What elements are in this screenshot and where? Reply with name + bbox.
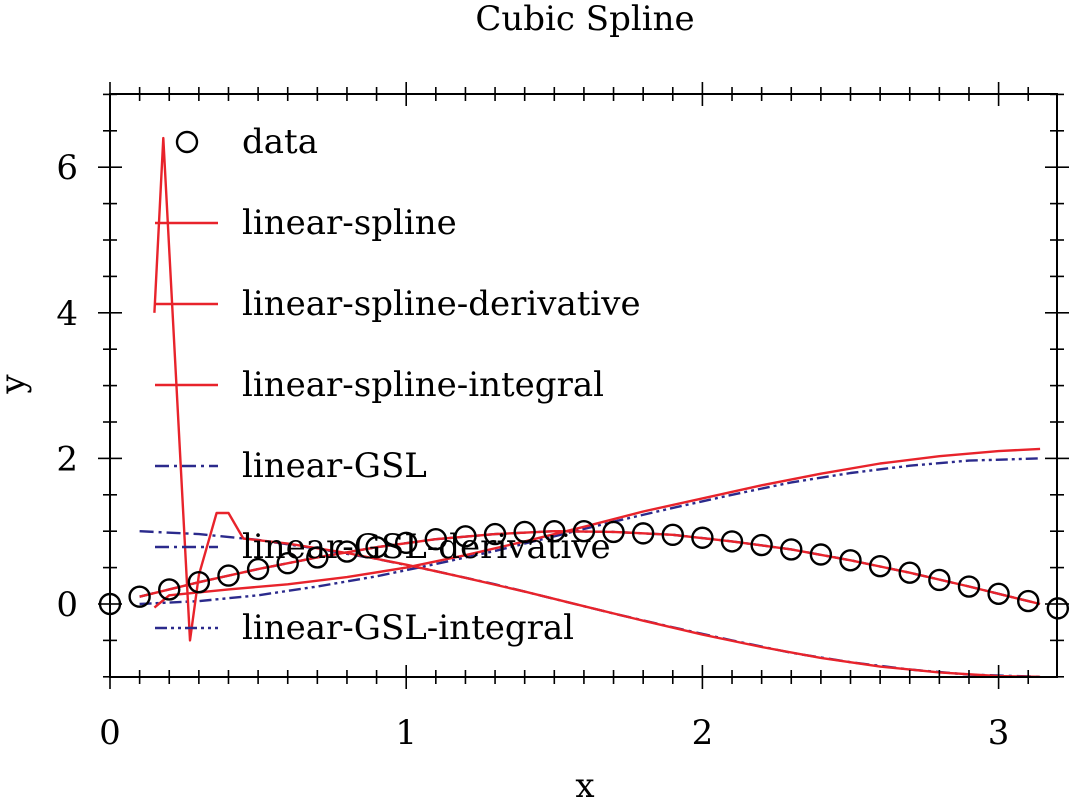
data-point [928, 568, 951, 592]
legend-marker-data [175, 130, 199, 154]
x-tick-label: 2 [692, 713, 714, 753]
legend-label: linear-spline-integral [242, 365, 604, 405]
data-point [957, 575, 981, 598]
data-point [306, 546, 329, 569]
data-point [187, 570, 211, 594]
y-tick-label: 2 [56, 439, 78, 479]
data-point [661, 523, 684, 547]
y-tick-label: 6 [56, 148, 78, 188]
data-point [158, 578, 181, 601]
chart-title: Cubic Spline [475, 0, 694, 39]
data-point [543, 520, 566, 543]
series-line-linear-spline-integral [153, 447, 1041, 609]
data-point [898, 561, 921, 584]
data-point [335, 540, 359, 563]
data-point [424, 528, 448, 551]
legend: data linear-spline linear-spline-derivativ… [155, 122, 641, 648]
data-point [572, 520, 596, 543]
y-axis-label: y [0, 374, 33, 395]
legend-label: linear-GSL [242, 446, 427, 486]
data-point [750, 533, 773, 557]
series-line-linear-spline-derivative [153, 136, 1041, 677]
y-tick-label: 0 [56, 585, 78, 625]
legend-label: linear-spline [242, 203, 457, 243]
data-point [691, 526, 714, 549]
x-tick-label: 1 [395, 713, 417, 753]
data-point [780, 538, 803, 561]
data-point [809, 543, 833, 566]
legend-label: linear-GSL-derivative [242, 527, 611, 567]
y-tick-label: 4 [56, 294, 78, 334]
data-point [987, 582, 1010, 606]
tick-labels: 0 1 2 3 0 2 4 6 [56, 148, 1009, 753]
data-point [217, 564, 240, 587]
data-point [1017, 589, 1040, 613]
data-point [631, 522, 655, 545]
data-point [276, 552, 299, 575]
data-point [365, 536, 388, 559]
data-point [839, 549, 862, 572]
x-tick-label: 0 [99, 713, 121, 753]
data-point [454, 525, 477, 548]
data-point [602, 520, 625, 544]
x-axis-label: x [575, 766, 594, 801]
data-point [395, 531, 418, 555]
series-line-linear-GSL-integral [139, 457, 1041, 606]
data-point [868, 554, 892, 578]
data-point [513, 520, 536, 544]
data-point [246, 557, 270, 581]
axis-ticks [98, 82, 1069, 689]
legend-label: linear-GSL-integral [242, 608, 574, 648]
legend-label: data [242, 122, 318, 162]
data-point [128, 585, 151, 608]
data-point [483, 522, 507, 546]
legend-label: linear-spline-derivative [242, 284, 641, 324]
data-point [720, 530, 744, 553]
x-tick-label: 3 [988, 713, 1010, 753]
